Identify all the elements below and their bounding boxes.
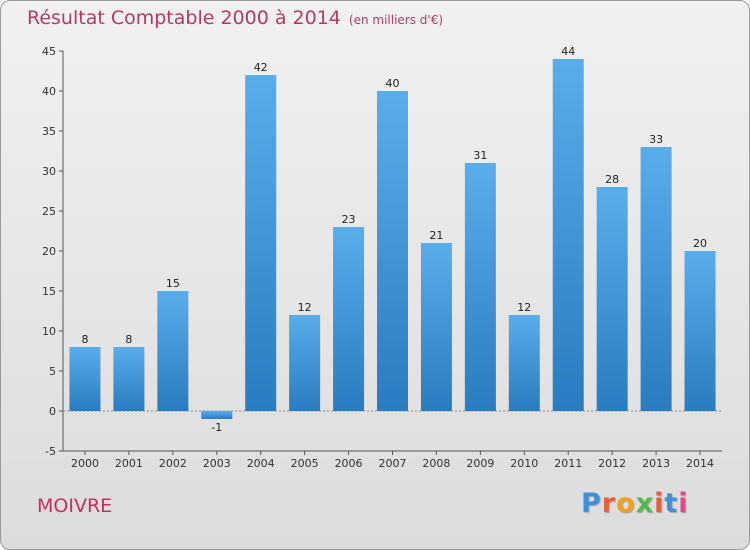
bar [464,163,496,411]
bar-value-label: 8 [81,333,88,346]
bar [596,187,628,411]
brand-letter: i [678,488,689,519]
brand-letter: r [601,488,617,519]
bar [157,291,189,411]
proxiti-logo: Proxiti [581,488,689,519]
bar-value-label: 40 [386,77,400,90]
x-tick-label: 2001 [115,457,143,470]
y-tick-label: 25 [42,205,56,218]
bar [69,347,101,411]
bar-value-label: 42 [254,61,268,74]
bar-value-label: 12 [517,301,531,314]
bar [552,59,584,411]
bar [640,147,672,411]
x-tick-label: 2006 [335,457,363,470]
y-tick-label: -5 [45,445,56,458]
bar [420,243,452,411]
brand-letter: x [635,488,655,519]
y-tick-label: 45 [42,45,56,58]
y-tick-label: 0 [49,405,56,418]
y-tick-label: 15 [42,285,56,298]
bar-value-label: 33 [649,133,663,146]
y-tick-label: 30 [42,165,56,178]
bar [113,347,145,411]
y-tick-label: 10 [42,325,56,338]
bar [333,227,365,411]
chart-title-main: Résultat Comptable 2000 à 2014 [27,7,341,29]
brand-letter: t [664,488,679,519]
commune-name: MOIVRE [37,495,113,517]
brand-letter: P [581,488,602,519]
bar-value-label: 28 [605,173,619,186]
bar-value-label: 44 [561,45,575,58]
x-tick-label: 2005 [291,457,319,470]
bar [508,315,540,411]
brand-letter: i [654,488,665,519]
x-tick-label: 2007 [379,457,407,470]
x-tick-label: 2003 [203,457,231,470]
bar-value-label: 20 [693,237,707,250]
bar [377,91,408,411]
bar [684,251,716,411]
chart-subtitle: (en milliers d'€) [348,13,444,27]
x-tick-label: 2004 [247,457,275,470]
x-tick-label: 2010 [510,457,538,470]
y-tick-label: 40 [42,85,56,98]
x-tick-label: 2002 [159,457,187,470]
x-tick-label: 2014 [686,457,714,470]
chart-title: Résultat Comptable 2000 à 2014 (en millie… [27,7,443,29]
x-tick-label: 2009 [466,457,494,470]
bar [245,75,277,411]
bar [289,315,321,411]
bar-value-label: 15 [166,277,180,290]
x-tick-label: 2011 [554,457,582,470]
x-tick-label: 2000 [71,457,99,470]
bar-value-label: 31 [473,149,487,162]
x-tick-label: 2012 [598,457,626,470]
y-tick-label: 20 [42,245,56,258]
bar-value-label: 23 [342,213,356,226]
bar-value-label: 21 [429,229,443,242]
bar-value-label: -1 [211,421,222,434]
y-tick-label: 35 [42,125,56,138]
brand-letter: o [616,488,636,519]
bar-value-label: 8 [125,333,132,346]
bar [201,411,233,419]
y-tick-label: 5 [49,365,56,378]
x-tick-label: 2008 [422,457,450,470]
bar-value-label: 12 [298,301,312,314]
x-tick-label: 2013 [642,457,670,470]
